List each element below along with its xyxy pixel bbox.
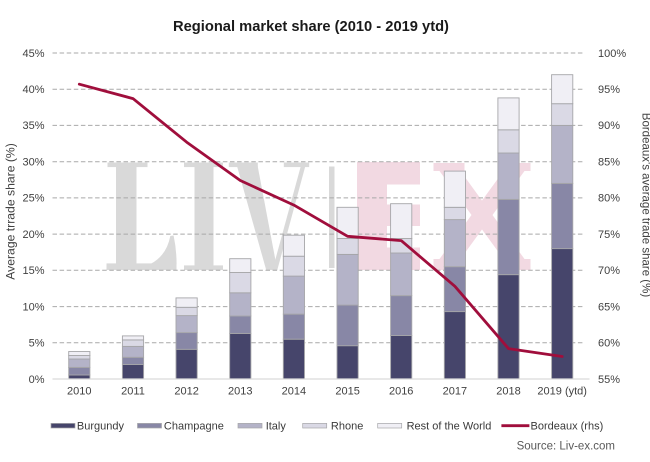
svg-text:2011: 2011 (121, 386, 145, 398)
svg-text:25%: 25% (22, 193, 44, 205)
svg-text:100%: 100% (598, 48, 626, 60)
svg-text:Champagne: Champagne (164, 421, 224, 433)
svg-text:2014: 2014 (282, 386, 306, 398)
svg-text:2013: 2013 (228, 386, 252, 398)
svg-text:0%: 0% (29, 374, 45, 386)
svg-text:30%: 30% (22, 157, 44, 169)
svg-text:2018: 2018 (496, 386, 520, 398)
svg-text:20%: 20% (22, 229, 44, 241)
svg-text:95%: 95% (598, 84, 620, 96)
svg-text:Rhone: Rhone (331, 421, 363, 433)
svg-text:2012: 2012 (174, 386, 198, 398)
svg-text:60%: 60% (598, 338, 620, 350)
svg-text:40%: 40% (22, 84, 44, 96)
svg-text:2016: 2016 (389, 386, 413, 398)
svg-text:65%: 65% (598, 301, 620, 313)
svg-text:15%: 15% (22, 265, 44, 277)
svg-text:70%: 70% (598, 265, 620, 277)
svg-text:Rest of the World: Rest of the World (407, 421, 492, 433)
svg-text:75%: 75% (598, 229, 620, 241)
svg-text:45%: 45% (22, 48, 44, 60)
svg-text:Regional market share (2010 -: Regional market share (2010 - 2019 ytd) (173, 19, 449, 35)
svg-text:Average trrade share (%): Average trrade share (%) (4, 143, 18, 280)
svg-text:5%: 5% (29, 338, 45, 350)
svg-text:80%: 80% (598, 193, 620, 205)
svg-text:2010: 2010 (67, 386, 91, 398)
svg-text:Bordeaux (rhs): Bordeaux (rhs) (531, 421, 604, 433)
svg-text:35%: 35% (22, 120, 44, 132)
svg-text:2019 (ytd): 2019 (ytd) (537, 386, 587, 398)
svg-text:2015: 2015 (335, 386, 359, 398)
svg-text:55%: 55% (598, 374, 620, 386)
svg-text:Italy: Italy (266, 421, 287, 433)
svg-text:85%: 85% (598, 157, 620, 169)
svg-text:Burgundy: Burgundy (77, 421, 125, 433)
svg-text:Source: Liv-ex.com: Source: Liv-ex.com (517, 441, 615, 453)
svg-text:10%: 10% (22, 301, 44, 313)
svg-text:90%: 90% (598, 120, 620, 132)
svg-text:2017: 2017 (443, 386, 467, 398)
svg-text:Bordeaux's average trade share: Bordeaux's average trade share (%) (640, 113, 650, 298)
